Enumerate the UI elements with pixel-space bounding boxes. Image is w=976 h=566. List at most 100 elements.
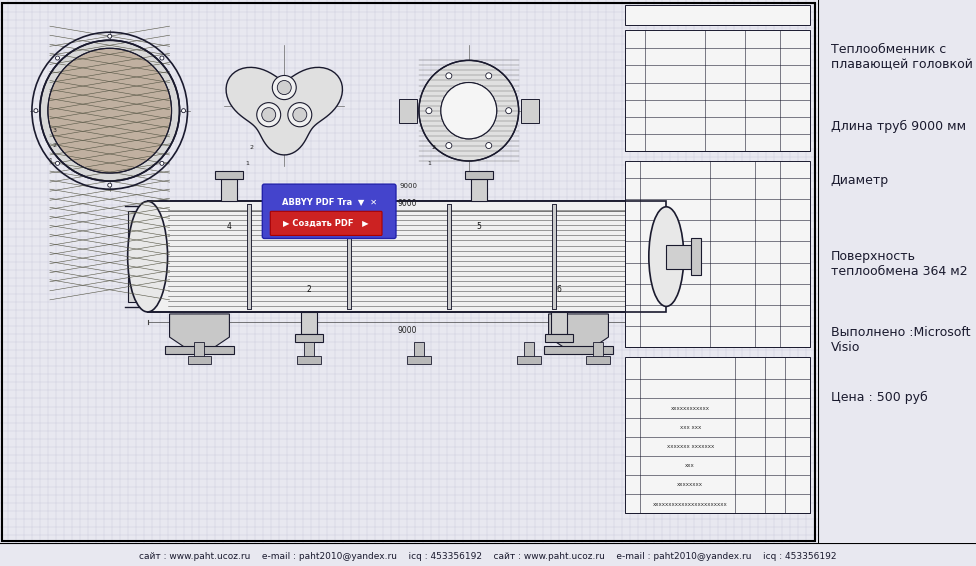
Bar [551, 204, 555, 309]
Text: 5: 5 [476, 222, 481, 231]
Circle shape [441, 83, 497, 139]
Text: 4: 4 [227, 222, 232, 231]
Bar [545, 334, 573, 342]
Bar [626, 30, 810, 151]
Circle shape [506, 108, 511, 114]
Circle shape [272, 75, 297, 100]
Bar [414, 342, 424, 357]
Text: Цена : 500 руб: Цена : 500 руб [831, 391, 927, 404]
Bar [298, 356, 321, 365]
Polygon shape [226, 67, 343, 155]
Circle shape [48, 48, 172, 173]
Bar [667, 245, 691, 269]
Bar [128, 211, 147, 302]
Polygon shape [549, 314, 608, 347]
Text: 2: 2 [249, 145, 254, 151]
Bar [407, 356, 430, 365]
Bar [593, 342, 603, 357]
Bar [470, 179, 487, 201]
Text: Поверхность
теплообмена 364 м2: Поверхность теплообмена 364 м2 [831, 250, 967, 278]
Circle shape [486, 143, 492, 148]
Text: Выполнено :Microsoft
Visio: Выполнено :Microsoft Visio [831, 326, 970, 354]
Circle shape [107, 183, 111, 187]
Bar [524, 342, 534, 357]
Text: сайт : www.paht.ucoz.ru    e-mail : paht2010@yandex.ru    icq : 453356192    сай: сайт : www.paht.ucoz.ru e-mail : paht201… [140, 552, 836, 561]
Text: xxx xxx: xxx xxx [679, 425, 701, 430]
Text: 1: 1 [427, 161, 430, 165]
Text: Теплообменник с
плавающей головкой: Теплообменник с плавающей головкой [831, 44, 972, 71]
Bar [551, 204, 555, 309]
Circle shape [160, 161, 164, 165]
Circle shape [107, 34, 111, 38]
Text: 2: 2 [53, 143, 57, 148]
Bar [626, 161, 810, 347]
Text: ▶ Создать PDF   ▶: ▶ Создать PDF ▶ [283, 219, 369, 228]
Circle shape [446, 143, 452, 148]
Bar [295, 334, 323, 342]
Bar [147, 201, 667, 312]
Bar [222, 179, 237, 201]
Text: 2: 2 [306, 285, 311, 294]
Bar [347, 204, 351, 309]
Bar [247, 204, 252, 309]
Circle shape [441, 83, 497, 139]
Text: 2: 2 [431, 145, 436, 151]
Ellipse shape [128, 201, 168, 312]
Text: 9000: 9000 [397, 199, 417, 208]
Text: 9000: 9000 [400, 183, 418, 189]
Text: xxxxxxxxxxxxxxxxxxxxxxx: xxxxxxxxxxxxxxxxxxxxxxx [653, 501, 727, 507]
Bar [302, 312, 317, 334]
Circle shape [257, 102, 281, 127]
Bar [465, 171, 493, 179]
Bar [216, 171, 243, 179]
Circle shape [426, 108, 432, 114]
Circle shape [160, 56, 164, 60]
Bar [544, 346, 613, 354]
Circle shape [182, 109, 185, 113]
Bar [626, 357, 810, 513]
Circle shape [288, 102, 311, 127]
Bar [447, 204, 451, 309]
Text: 6: 6 [556, 285, 561, 294]
Ellipse shape [649, 207, 684, 306]
Polygon shape [399, 98, 417, 123]
Bar [347, 204, 351, 309]
Bar [516, 356, 541, 365]
Text: Диаметр: Диаметр [831, 174, 889, 187]
Text: xxxxxxxxxxxx: xxxxxxxxxxxx [671, 406, 710, 411]
Bar [187, 356, 212, 365]
Text: 3: 3 [53, 128, 57, 134]
Polygon shape [170, 314, 229, 347]
Bar [626, 5, 810, 25]
Bar [305, 342, 314, 357]
Circle shape [293, 108, 306, 122]
Circle shape [419, 61, 518, 161]
Circle shape [56, 161, 60, 165]
FancyBboxPatch shape [263, 184, 396, 238]
Text: 1: 1 [48, 158, 52, 164]
Text: Длина труб 9000 мм: Длина труб 9000 мм [831, 119, 965, 132]
Circle shape [486, 73, 492, 79]
Circle shape [446, 73, 452, 79]
Polygon shape [520, 98, 539, 123]
Circle shape [262, 108, 275, 122]
Circle shape [277, 80, 291, 95]
Bar [147, 201, 667, 312]
Bar [691, 238, 701, 275]
Circle shape [56, 56, 60, 60]
Text: ABBYY PDF Tra  ▼  ✕: ABBYY PDF Tra ▼ ✕ [282, 197, 377, 206]
Bar [550, 312, 566, 334]
Bar [247, 204, 252, 309]
Text: xxxxxxx xxxxxxx: xxxxxxx xxxxxxx [667, 444, 713, 449]
Bar [447, 204, 451, 309]
Bar [587, 356, 610, 365]
Text: xxx: xxx [685, 464, 695, 469]
Circle shape [40, 40, 180, 181]
Text: xxxxxxxx: xxxxxxxx [677, 482, 704, 487]
Circle shape [34, 109, 38, 113]
Bar [194, 342, 205, 357]
Text: 9000: 9000 [397, 326, 417, 335]
Text: 1: 1 [245, 161, 249, 165]
FancyBboxPatch shape [270, 211, 382, 235]
Bar [165, 346, 234, 354]
